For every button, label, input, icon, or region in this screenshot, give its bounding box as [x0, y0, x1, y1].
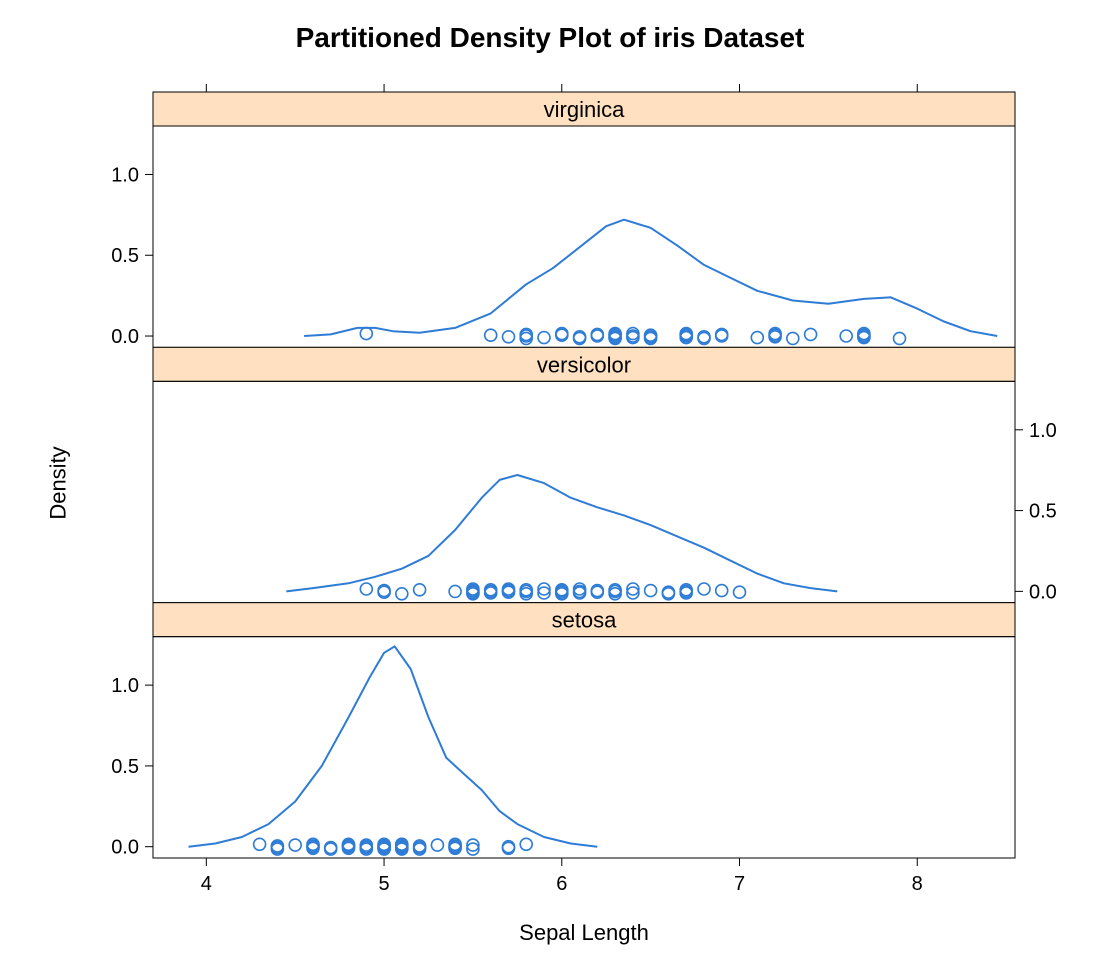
data-point — [485, 329, 497, 341]
x-tick-label: 5 — [378, 873, 389, 895]
strip-label: setosa — [552, 608, 618, 633]
data-point — [414, 584, 426, 596]
data-point — [840, 330, 852, 342]
y-tick-label: 1.0 — [1029, 420, 1057, 442]
data-point — [716, 585, 728, 597]
y-tick-label: 0.0 — [111, 837, 139, 859]
y-tick-label: 1.0 — [111, 164, 139, 186]
y-tick-label: 0.0 — [1029, 581, 1057, 603]
density-curve-virginica — [304, 220, 997, 336]
data-point — [538, 332, 550, 344]
x-tick-label: 8 — [912, 873, 923, 895]
data-point — [431, 839, 443, 851]
data-point — [360, 583, 372, 595]
x-tick-label: 6 — [556, 873, 567, 895]
data-point — [894, 332, 906, 344]
y-tick-label: 0.0 — [111, 326, 139, 348]
strip-label: virginica — [544, 97, 625, 122]
data-point — [698, 583, 710, 595]
data-point — [503, 331, 515, 343]
data-point — [751, 332, 763, 344]
data-point — [787, 332, 799, 344]
data-point — [645, 585, 657, 597]
data-point — [805, 328, 817, 340]
y-tick-label: 0.5 — [111, 756, 139, 778]
density-plot: virginica 0.0 0.5 1.0 versicolor 0.0 0.5 1.0 set… — [0, 0, 1100, 965]
data-point — [520, 838, 532, 850]
data-point — [396, 588, 408, 600]
x-tick-label: 7 — [734, 873, 745, 895]
data-point — [734, 586, 746, 598]
data-point — [449, 585, 461, 597]
data-point — [360, 328, 372, 340]
y-tick-label: 1.0 — [111, 675, 139, 697]
strip-label: versicolor — [537, 352, 631, 377]
y-tick-label: 0.5 — [111, 245, 139, 267]
x-tick-label: 4 — [201, 873, 212, 895]
y-tick-label: 0.5 — [1029, 501, 1057, 523]
density-curve-versicolor — [286, 475, 837, 591]
data-point — [254, 838, 266, 850]
density-curve-setosa — [189, 646, 598, 846]
data-point — [289, 839, 301, 851]
